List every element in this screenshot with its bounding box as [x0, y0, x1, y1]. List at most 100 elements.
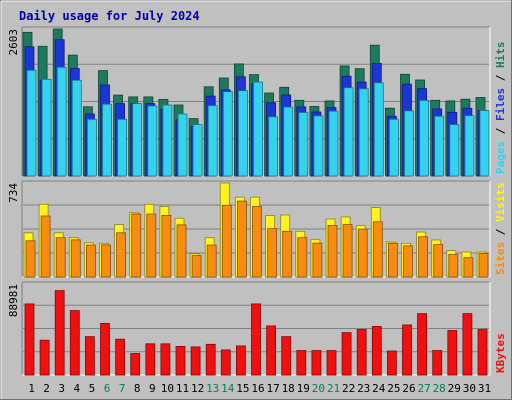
- x-tick-label-day-3: 3: [58, 382, 65, 395]
- x-tick-label-day-30: 30: [463, 382, 476, 395]
- bar-kbytes-day-26: [402, 324, 412, 376]
- x-tick-label-day-15: 15: [236, 382, 249, 395]
- bar-sites-day-7: [116, 232, 126, 278]
- bar-kbytes-day-31: [477, 329, 488, 376]
- panel-visits-sites: 734 Sites / Visits: [7, 180, 507, 278]
- bar-pages-day-7: [117, 118, 127, 177]
- legend-files: Files: [494, 88, 507, 121]
- x-tick-label-day-2: 2: [43, 382, 50, 395]
- x-tick-label-day-7: 7: [119, 382, 126, 395]
- bar-pages-day-26: [404, 110, 414, 177]
- bar-sites-day-8: [131, 213, 142, 278]
- bar-kbytes-day-25: [386, 350, 397, 376]
- bar-sites-day-1: [25, 240, 36, 278]
- bar-kbytes-day-23: [356, 329, 367, 376]
- bar-sites-day-26: [403, 245, 413, 278]
- x-tick-label-day-11: 11: [176, 382, 189, 395]
- bar-pages-day-27: [419, 100, 430, 177]
- x-tick-label-day-29: 29: [448, 382, 461, 395]
- bar-kbytes-day-6: [100, 322, 110, 376]
- bar-kbytes-day-24: [371, 325, 382, 376]
- legend-hits: Hits: [494, 42, 507, 69]
- bar-sites-day-29: [448, 254, 459, 278]
- bar-sites-day-9: [146, 213, 157, 278]
- bar-pages-day-6: [102, 103, 112, 177]
- bar-pages-day-30: [464, 115, 475, 177]
- x-tick-label-day-12: 12: [191, 382, 204, 395]
- bar-pages-day-25: [388, 118, 399, 177]
- bar-kbytes-day-29: [447, 330, 458, 376]
- x-tick-label-day-31: 31: [478, 382, 491, 395]
- bar-pages-day-15: [237, 90, 248, 177]
- x-axis-labels: 1 2 3 4 5 6 7 8 9 10 11 12 13 14 15 16 17 18 19 20 21 22 23 24 2…: [28, 382, 491, 395]
- bar-pages-day-4: [71, 79, 82, 177]
- panel-hits-files-pages: 2603 Pages / Files / Hits: [7, 26, 507, 177]
- y-max-label: 88981: [7, 284, 20, 317]
- bar-sites-day-20: [312, 242, 323, 278]
- bar-kbytes-day-17: [266, 325, 277, 376]
- bar-kbytes-day-15: [235, 345, 246, 376]
- x-tick-label-day-27: 27: [417, 382, 430, 395]
- x-tick-label-day-24: 24: [372, 382, 386, 395]
- bar-sites-day-17: [267, 228, 278, 278]
- bar-pages-day-24: [373, 82, 384, 177]
- bar-sites-day-12: [191, 255, 202, 278]
- y-max-label: 734: [7, 183, 20, 203]
- bar-pages-day-21: [328, 110, 339, 177]
- bar-kbytes-day-27: [417, 313, 428, 376]
- bar-pages-day-5: [87, 118, 97, 177]
- bar-pages-day-13: [207, 105, 218, 177]
- bar-kbytes-day-4: [69, 310, 80, 376]
- bar-sites-day-23: [357, 228, 368, 278]
- bar-pages-day-17: [268, 116, 279, 177]
- bar-pages-day-1: [26, 69, 37, 177]
- x-tick-label-day-18: 18: [282, 382, 295, 395]
- chart-title: Daily usage for July 2024: [19, 9, 200, 23]
- x-tick-label-day-22: 22: [342, 382, 355, 395]
- legend-kbytes: KBytes: [494, 333, 507, 373]
- bar-pages-day-28: [434, 115, 445, 177]
- bar-kbytes-day-22: [341, 332, 352, 376]
- x-tick-label-day-1: 1: [28, 382, 35, 395]
- x-tick-label-day-5: 5: [89, 382, 96, 395]
- bar-pages-day-23: [358, 88, 369, 177]
- x-tick-label-day-17: 17: [266, 382, 279, 395]
- bar-sites-day-11: [176, 224, 187, 278]
- bar-kbytes-day-30: [462, 313, 473, 376]
- bar-sites-day-14: [221, 204, 232, 278]
- bar-pages-day-20: [313, 115, 324, 177]
- bar-kbytes-day-5: [85, 336, 95, 376]
- bar-sites-day-30: [463, 257, 474, 278]
- bar-sites-day-25: [387, 242, 398, 278]
- bar-sites-day-3: [55, 237, 66, 278]
- bar-kbytes-day-12: [190, 346, 201, 376]
- legend-visits: Visits: [494, 182, 507, 222]
- legend-separator: /: [494, 121, 507, 141]
- bar-kbytes-day-11: [175, 345, 186, 376]
- bar-kbytes-day-21: [326, 350, 337, 376]
- bar-kbytes-day-7: [115, 338, 125, 376]
- bar-kbytes-day-18: [281, 336, 292, 376]
- bar-kbytes-day-13: [205, 343, 216, 376]
- bar-sites-day-15: [236, 200, 247, 278]
- bar-kbytes-day-8: [130, 353, 141, 376]
- bar-sites-day-22: [342, 224, 353, 278]
- bar-sites-day-5: [86, 244, 96, 278]
- bar-sites-day-10: [161, 214, 172, 278]
- bar-pages-day-18: [283, 106, 294, 177]
- bar-kbytes-day-16: [251, 303, 261, 376]
- legend-sites: Sites: [494, 242, 507, 275]
- bar-kbytes-day-2: [39, 339, 50, 376]
- x-tick-label-day-23: 23: [357, 382, 370, 395]
- y-max-label: 2603: [7, 29, 20, 56]
- right-legend: Pages / Files / Hits: [494, 42, 507, 175]
- x-tick-label-day-20: 20: [312, 382, 325, 395]
- bar-pages-day-10: [162, 104, 173, 177]
- panel-kbytes: 88981 KBytes: [7, 281, 507, 376]
- bar-kbytes-day-1: [24, 303, 35, 376]
- x-tick-label-day-16: 16: [251, 382, 264, 395]
- x-tick-label-day-10: 10: [161, 382, 174, 395]
- x-tick-label-day-6: 6: [104, 382, 111, 395]
- legend-separator: /: [494, 68, 507, 88]
